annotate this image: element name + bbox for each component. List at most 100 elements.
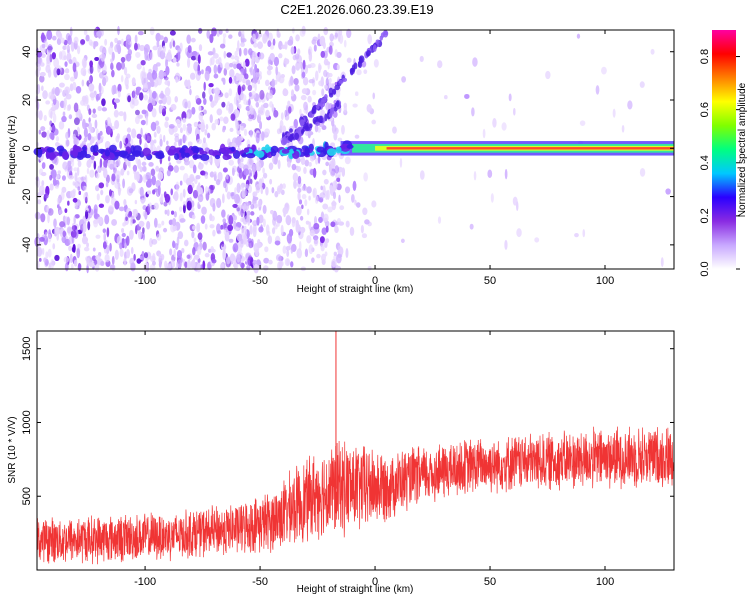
spectrogram-speckle-dot (284, 109, 287, 118)
spectrogram-speckle-dot (103, 232, 107, 242)
spectrogram-speckle-dot (69, 190, 76, 198)
spectrogram-y-label: Frequency (Hz) (7, 116, 18, 185)
spectrogram-speckle-dot (316, 253, 321, 259)
spectrogram-speckle-dot (211, 27, 217, 37)
carrier-blob (326, 148, 337, 156)
spectrogram-speckle-dot (189, 88, 192, 96)
carrier-blob (48, 152, 56, 161)
spectrogram-speckle-dot (48, 108, 53, 118)
spectrogram-speckle-dot (142, 66, 146, 76)
spectrogram-speckle-dot (209, 33, 214, 44)
spectrogram-speckle-dot (65, 139, 70, 147)
spectrogram-speckle-dot (119, 140, 123, 149)
spectrogram-speckle-dot (139, 186, 144, 197)
spectrogram-speckle-dot (233, 215, 237, 221)
spectrogram-speckle-dot (65, 93, 72, 100)
spectrogram-speckle-dot (329, 33, 334, 42)
spectrogram-speckle-dot (601, 66, 607, 75)
spectrogram-speckle-dot (186, 200, 192, 211)
spectrogram-speckle-dot (202, 260, 206, 270)
spectrogram-speckle-dot (443, 94, 448, 100)
arc-blob (358, 55, 365, 63)
spectrogram-speckle-dot (147, 203, 151, 214)
spectrogram-speckle-dot (178, 206, 183, 212)
spectrogram-speckle-dot (354, 134, 360, 139)
spectrogram-speckle-dot (329, 184, 333, 191)
spectrogram-speckle-dot (210, 184, 215, 191)
spectrogram-speckle-dot (253, 203, 258, 209)
spectrogram-speckle-dot (75, 85, 82, 94)
spectrogram-speckle-dot (213, 64, 218, 75)
spectrogram-speckle-dot (319, 107, 324, 118)
spectrogram-speckle-dot (304, 248, 308, 258)
arc-blob (319, 115, 323, 123)
spectrogram-speckle-dot (41, 43, 46, 49)
spectrogram-speckle-dot (156, 125, 161, 134)
spectrogram-speckle-dot (321, 88, 325, 97)
spectrogram-speckle-dot (275, 65, 278, 76)
spectrogram-speckle-dot (303, 101, 308, 111)
spectrogram-speckle-dot (302, 59, 306, 70)
spectrogram-speckle-dot (125, 216, 128, 222)
spectrogram-speckle-dot (113, 98, 120, 103)
spectrogram-speckle-dot (114, 37, 119, 44)
spectrogram-speckle-dot (157, 171, 164, 181)
spectrogram-speckle-dot (146, 220, 151, 230)
spectrogram-speckle-dot (122, 178, 125, 189)
spectrogram-speckle-dot (190, 207, 195, 212)
spectrogram-speckle-dot (118, 111, 124, 117)
spectrogram-speckle-dot (118, 206, 125, 212)
spectrogram-speckle-dot (86, 242, 89, 248)
spectrogram-speckle-dot (309, 62, 316, 68)
spectrogram-speckle-dot (80, 176, 86, 181)
carrier-blob (61, 151, 69, 160)
spectrogram-speckle-dot (113, 84, 117, 94)
spectrogram-speckle-dot (137, 30, 144, 36)
spectrogram-speckle-dot (73, 102, 79, 113)
spectrogram-speckle-dot (80, 67, 87, 76)
spectrogram-speckle-dot (75, 111, 82, 119)
spectrogram-speckle-dot (96, 193, 100, 201)
spectrogram-speckle-dot (156, 40, 160, 48)
spectrogram-speckle-dot (125, 158, 130, 166)
spectrogram-speckle-dot (137, 230, 142, 240)
spectrogram-speckle-dot (125, 34, 132, 44)
spectrogram-speckle-dot (317, 126, 321, 133)
spectrogram-speckle-dot (324, 241, 328, 248)
spectrogram-speckle-dot (285, 214, 291, 225)
spectrogram-speckle-dot (108, 205, 114, 212)
spectrogram-speckle-dot (213, 73, 219, 79)
spectrogram-speckle-dot (263, 257, 270, 264)
spectrogram-speckle-dot (239, 261, 242, 266)
spectrogram-speckle-dot (306, 235, 312, 244)
spectrogram-speckle-dot (306, 186, 312, 194)
spectrogram-speckle-dot (126, 127, 132, 133)
spectrogram-speckle-dot (165, 55, 171, 60)
carrier-blob (174, 153, 180, 161)
spectrogram-speckle-dot (47, 213, 50, 224)
spectrogram-x-tick-label: 100 (596, 275, 614, 287)
spectrogram-speckle-dot (207, 51, 214, 56)
spectrogram-speckle-dot (218, 29, 223, 35)
spectrogram-speckle-dot (204, 223, 208, 230)
spectrogram-speckle-dot (419, 170, 425, 180)
spectrogram-speckle-dot (181, 247, 185, 254)
spectrogram-speckle-dot (179, 127, 183, 134)
spectrogram-speckle-dot (294, 53, 300, 60)
spectrogram-speckle-dot (399, 157, 403, 168)
spectrogram-speckle-dot (308, 46, 313, 57)
spectrogram-speckle-dot (320, 50, 326, 58)
spectrogram-speckle-dot (140, 127, 143, 138)
spectrogram-speckle-dot (77, 262, 82, 272)
spectrogram-speckle-dot (265, 186, 269, 196)
spectrogram-speckle-dot (222, 77, 226, 85)
spectrogram-speckle-dot (72, 62, 77, 73)
spectrogram-speckle-dot (268, 259, 273, 265)
spectrogram-speckle-dot (210, 215, 215, 222)
spectrogram-speckle-dot (471, 107, 475, 117)
spectrogram-speckle-dot (200, 170, 206, 176)
spectrogram-speckle-dot (197, 163, 204, 170)
spectrogram-speckle-dot (328, 45, 333, 55)
spectrogram-speckle-dot (258, 226, 264, 233)
spectrogram-speckle-dot (230, 113, 236, 121)
